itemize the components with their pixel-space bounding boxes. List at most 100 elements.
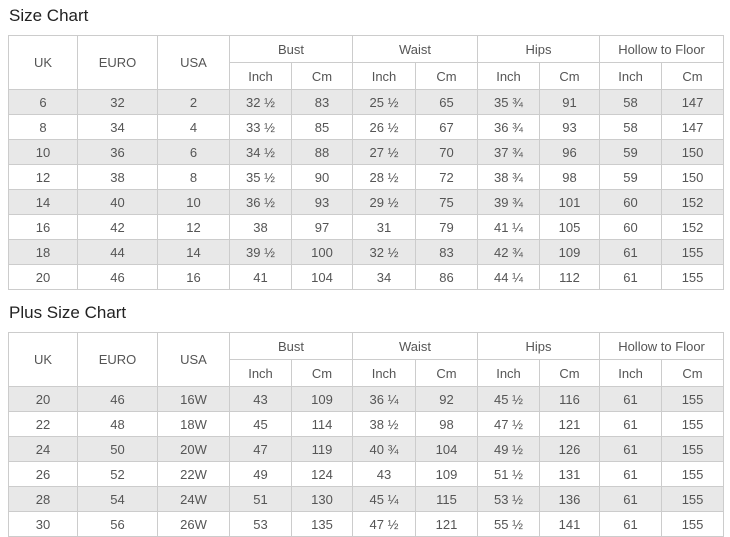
table-cell: 42 <box>77 214 158 240</box>
table-cell: 20 <box>8 386 78 412</box>
table-cell: 155 <box>661 461 725 487</box>
table-cell: 53 <box>229 511 292 537</box>
table-cell: 61 <box>599 264 663 290</box>
table-cell: 26 ½ <box>352 114 417 140</box>
sub-header-inch: Inch <box>352 62 417 90</box>
table-cell: 97 <box>290 214 354 240</box>
table-cell: 147 <box>661 114 725 140</box>
table-cell: 100 <box>290 239 354 265</box>
table-row: 8 34 4 33 ½ 85 26 ½ 67 36 ¾ 93 58 147 <box>8 114 725 140</box>
table-cell: 61 <box>599 461 663 487</box>
table-cell: 105 <box>539 214 601 240</box>
group-header-row: UK EURO USA Bust Waist Hips Hollow to Floor <box>8 332 725 387</box>
table-cell: 38 <box>229 214 292 240</box>
table-cell: 52 <box>77 461 158 487</box>
sub-header-cm: Cm <box>415 62 479 90</box>
table-row: 14 40 10 36 ½ 93 29 ½ 75 39 ¾ 101 60 152 <box>8 189 725 215</box>
table-cell: 109 <box>415 461 479 487</box>
table-cell: 53 ½ <box>477 486 541 512</box>
table-cell: 92 <box>415 386 479 412</box>
size-chart-title: Size Chart <box>9 6 89 25</box>
sub-header-row: Inch Cm Inch Cm Inch Cm Inch Cm <box>9 359 725 387</box>
table-cell: 41 ¼ <box>477 214 541 240</box>
table-cell: 121 <box>415 511 479 537</box>
table-cell: 91 <box>539 89 601 115</box>
table-cell: 51 <box>229 486 292 512</box>
table-cell: 65 <box>415 89 479 115</box>
table-cell: 155 <box>661 411 725 437</box>
table-row: 24 50 20W 47 119 40 ¾ 104 49 ½ 126 61 155 <box>8 436 725 462</box>
table-cell: 8 <box>157 164 230 190</box>
table-row: 12 38 8 35 ½ 90 28 ½ 72 38 ¾ 98 59 150 <box>8 164 725 190</box>
table-cell: 115 <box>415 486 479 512</box>
table-cell: 12 <box>8 164 78 190</box>
table-cell: 51 ½ <box>477 461 541 487</box>
table-cell: 38 ¾ <box>477 164 541 190</box>
group-header-bust: Bust <box>228 332 354 360</box>
table-cell: 6 <box>157 139 230 165</box>
table-cell: 59 <box>599 139 663 165</box>
table-body: 6 32 2 32 ½ 83 25 ½ 65 35 ¾ 91 58 147 8 34 4 33 ½ 85 26 … <box>8 89 725 290</box>
table-cell: 85 <box>290 114 354 140</box>
table-row: 28 54 24W 51 130 45 ¼ 115 53 ½ 136 61 155 <box>8 486 725 512</box>
table-cell: 83 <box>290 89 354 115</box>
column-header-euro: EURO <box>77 332 158 387</box>
table-cell: 104 <box>290 264 354 290</box>
table-cell: 28 <box>8 486 78 512</box>
table-cell: 93 <box>290 189 354 215</box>
group-header-waist: Waist <box>352 35 479 63</box>
table-cell: 16 <box>8 214 78 240</box>
table-cell: 155 <box>661 511 725 537</box>
table-cell: 34 <box>77 114 158 140</box>
column-header-euro: EURO <box>77 35 158 90</box>
table-cell: 6 <box>8 89 78 115</box>
table-cell: 36 ¼ <box>352 386 417 412</box>
table-cell: 34 ½ <box>229 139 292 165</box>
table-cell: 44 <box>77 239 158 265</box>
table-body: 20 46 16W 43 109 36 ¼ 92 45 ½ 116 61 155 22 48 18W 45 1… <box>8 386 725 537</box>
table-cell: 67 <box>415 114 479 140</box>
table-cell: 35 ½ <box>229 164 292 190</box>
table-cell: 22 <box>8 411 78 437</box>
table-cell: 10 <box>8 139 78 165</box>
table-cell: 36 ½ <box>229 189 292 215</box>
table-cell: 58 <box>599 114 663 140</box>
table-cell: 150 <box>661 139 725 165</box>
table-cell: 86 <box>415 264 479 290</box>
table-cell: 119 <box>290 436 354 462</box>
table-cell: 135 <box>290 511 354 537</box>
table-cell: 155 <box>661 486 725 512</box>
table-cell: 72 <box>415 164 479 190</box>
table-cell: 20W <box>157 436 230 462</box>
table-cell: 31 <box>352 214 417 240</box>
table-cell: 152 <box>661 214 725 240</box>
table-cell: 10 <box>157 189 230 215</box>
table-cell: 26W <box>157 511 230 537</box>
table-cell: 136 <box>539 486 601 512</box>
table-cell: 18 <box>8 239 78 265</box>
sub-header-cm: Cm <box>539 359 601 387</box>
table-cell: 124 <box>290 461 354 487</box>
table-cell: 27 ½ <box>352 139 417 165</box>
sub-header-cm: Cm <box>290 359 354 387</box>
table-row: 20 46 16W 43 109 36 ¼ 92 45 ½ 116 61 155 <box>8 386 725 412</box>
table-cell: 36 <box>77 139 158 165</box>
table-cell: 38 ½ <box>352 411 417 437</box>
size-chart-section: Size Chart UK EURO USA Bust Waist Hips Hollow … <box>8 6 725 290</box>
table-row: 6 32 2 32 ½ 83 25 ½ 65 35 ¾ 91 58 147 <box>8 89 725 115</box>
sub-header-row: Inch Cm Inch Cm Inch Cm Inch Cm <box>9 62 725 90</box>
table-cell: 39 ¾ <box>477 189 541 215</box>
sub-header-inch: Inch <box>229 359 292 387</box>
table-cell: 61 <box>599 486 663 512</box>
table-cell: 126 <box>539 436 601 462</box>
table-cell: 41 <box>229 264 292 290</box>
table-cell: 49 ½ <box>477 436 541 462</box>
table-cell: 42 ¾ <box>477 239 541 265</box>
group-header-hollow-to-floor: Hollow to Floor <box>599 332 725 360</box>
sub-header-inch: Inch <box>352 359 417 387</box>
table-cell: 93 <box>539 114 601 140</box>
table-cell: 88 <box>290 139 354 165</box>
table-cell: 152 <box>661 189 725 215</box>
plus-size-chart-table: UK EURO USA Bust Waist Hips Hollow to Floor Inc… <box>8 332 725 537</box>
